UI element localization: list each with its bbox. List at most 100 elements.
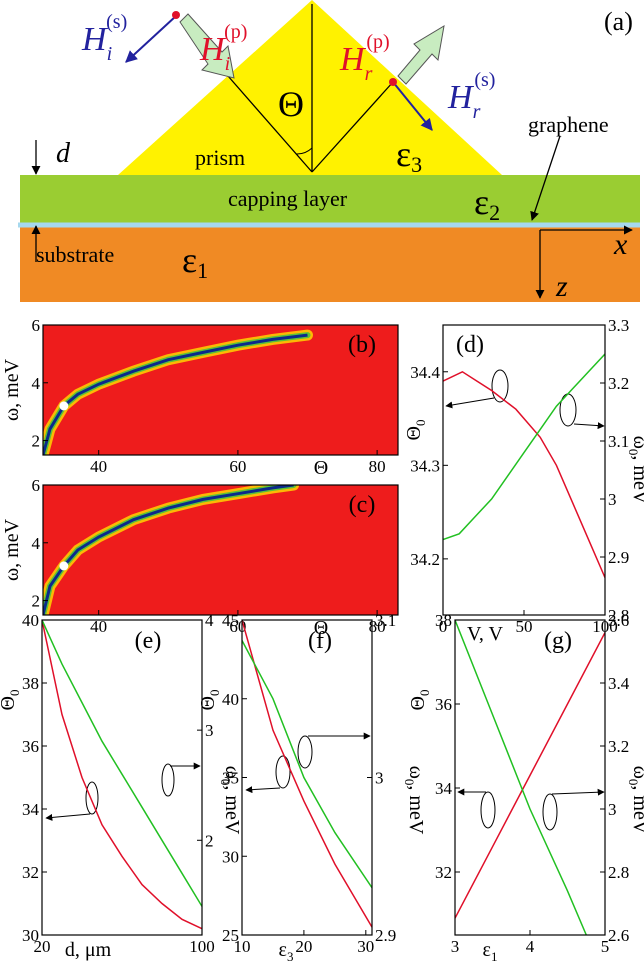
y-tick-label: 6 xyxy=(32,316,41,335)
panel-a: (a) Hi(s) Hi(p) Hr(p) Hr(s) Θ ε3 ε2 ε1 g… xyxy=(18,0,640,303)
y2-tick-label: 3.2 xyxy=(608,737,629,756)
panel-label: (a) xyxy=(604,7,633,36)
y2-tick-label: 2.9 xyxy=(375,926,396,945)
axis-pointer xyxy=(46,814,90,818)
label-tail: , meV xyxy=(629,455,644,504)
axis-pointer xyxy=(446,398,494,406)
label-sup: (p) xyxy=(224,21,247,43)
label-sub: 1 xyxy=(197,258,208,283)
hp-dot xyxy=(389,78,397,86)
substrate-label: substrate xyxy=(36,242,114,267)
data-line xyxy=(42,620,202,906)
plot-area xyxy=(42,620,202,929)
label-sub: 0 xyxy=(417,690,432,697)
data-line xyxy=(242,620,372,927)
graphene-label: graphene xyxy=(528,112,609,137)
y-tick-label: 6 xyxy=(32,476,41,495)
hp-dot xyxy=(172,11,180,19)
y-tick-label: 32 xyxy=(22,863,39,882)
label-main: ε xyxy=(279,939,287,961)
curve-marker xyxy=(481,792,495,828)
label-main: Θ xyxy=(407,696,429,710)
data-line xyxy=(455,620,586,935)
label-sup: (s) xyxy=(106,11,127,33)
y-axis-label: ω, meV xyxy=(1,358,23,421)
data-line xyxy=(443,354,605,540)
y-tick-label: 40 xyxy=(222,690,239,709)
label-main: Θ xyxy=(0,696,19,710)
label-sub: i xyxy=(107,43,113,65)
x-tick-label: 80 xyxy=(369,457,386,476)
panel-label: (d) xyxy=(456,332,484,358)
x-axis-label: d, μm xyxy=(65,939,112,961)
x-label: x xyxy=(613,228,628,261)
x-axis-label: Θ xyxy=(314,457,328,479)
label-main: ω xyxy=(405,766,427,779)
label-sub: 2 xyxy=(489,200,500,225)
panel-label: (g) xyxy=(544,628,572,654)
x-axis-label: V, V xyxy=(467,623,504,645)
y-axis-label: ω, meV xyxy=(1,518,23,581)
label-sub: 3 xyxy=(411,152,422,177)
y-tick-label: 38 xyxy=(22,674,39,693)
y2-axis-label: ω0, meV xyxy=(402,766,427,835)
label-sub: 0 xyxy=(7,690,22,697)
label-main: ε xyxy=(474,182,489,222)
plot-area xyxy=(443,354,605,578)
label-tail: , meV xyxy=(221,785,243,834)
y-axis-label: Θ0 xyxy=(0,690,22,711)
y2-tick-label: 3 xyxy=(608,800,617,819)
curve-marker xyxy=(162,764,174,796)
label-tail: , meV xyxy=(629,785,644,834)
y-tick-label: 32 xyxy=(435,863,452,882)
x-axis-label: ε1 xyxy=(483,939,498,962)
axis-pointer xyxy=(574,424,604,426)
plot-area xyxy=(455,620,605,935)
label-sub: r xyxy=(365,63,373,85)
label-sub: i xyxy=(225,53,231,75)
plot-area xyxy=(43,325,398,455)
axis-pointer xyxy=(552,792,604,794)
label-sub: 3 xyxy=(287,949,294,962)
prism-label: prism xyxy=(195,145,245,170)
plot-frame xyxy=(42,620,202,935)
y2-tick-label: 2.6 xyxy=(608,926,629,945)
field-label: Hr(s) xyxy=(447,69,495,123)
label-main: H xyxy=(447,79,475,116)
x-tick-label: 20 xyxy=(295,937,312,956)
y2-tick-label: 2 xyxy=(205,831,214,850)
y-tick-label: 38 xyxy=(435,611,452,630)
y-tick-label: 4 xyxy=(32,374,41,393)
label-main: Θ xyxy=(403,426,425,440)
y-tick-label: 34.2 xyxy=(410,550,440,569)
y-tick-label: 34 xyxy=(435,779,453,798)
y-tick-label: 34.4 xyxy=(410,363,440,382)
curve-marker xyxy=(298,736,312,768)
label-main: Θ xyxy=(197,696,219,710)
y-tick-label: 2 xyxy=(32,592,41,611)
y2-axis-label: ω0, meV xyxy=(626,766,644,835)
label-sub: 0 xyxy=(413,420,428,427)
y-tick-label: 30 xyxy=(22,926,39,945)
highlight-point xyxy=(59,401,68,410)
x-tick-label: 40 xyxy=(90,457,107,476)
panel-label: (c) xyxy=(349,492,376,518)
y2-tick-label: 2.8 xyxy=(608,863,629,882)
y2-tick-label: 3 xyxy=(205,721,214,740)
figure: (a) Hi(s) Hi(p) Hr(p) Hr(s) Θ ε3 ε2 ε1 g… xyxy=(0,0,644,962)
plot-frame xyxy=(455,620,605,935)
z-label: z xyxy=(555,270,568,303)
label-main: H xyxy=(199,31,227,68)
hs-vector xyxy=(126,16,176,62)
curve-marker xyxy=(543,794,557,830)
y-tick-label: 36 xyxy=(435,695,452,714)
y-tick-label: 25 xyxy=(222,926,239,945)
y2-tick-label: 3.6 xyxy=(608,611,629,630)
y-axis-label: Θ0 xyxy=(407,690,432,711)
label-main: ε xyxy=(182,240,197,280)
y2-tick-label: 3.1 xyxy=(375,611,396,630)
field-label: Hi(s) xyxy=(81,11,127,65)
y-tick-label: 34.3 xyxy=(410,456,440,475)
y2-tick-label: 3.2 xyxy=(608,374,629,393)
panel-label: (e) xyxy=(135,628,162,654)
